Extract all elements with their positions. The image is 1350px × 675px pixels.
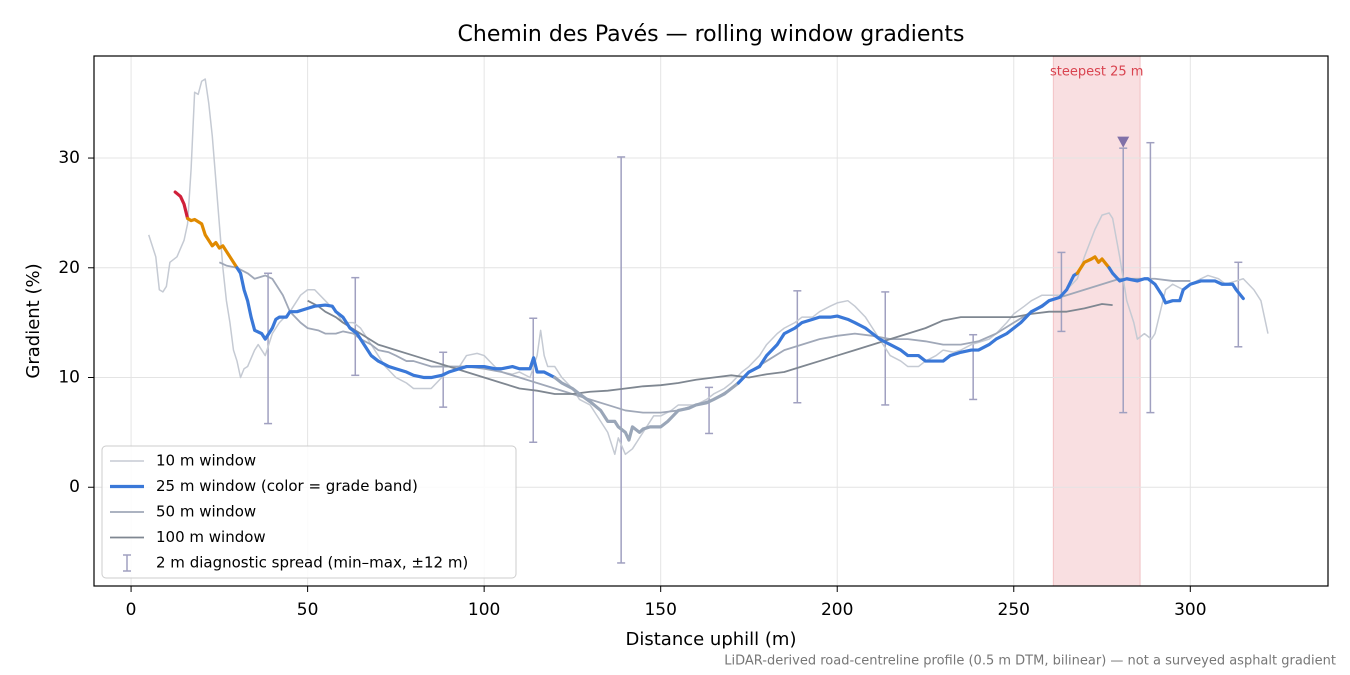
chart-title: Chemin des Pavés — rolling window gradie…: [458, 22, 965, 47]
series-line-segment: [1075, 255, 1111, 275]
legend-label: 25 m window (color = grade band): [156, 477, 418, 495]
legend-label: 2 m diagnostic spread (min–max, ±12 m): [156, 554, 468, 572]
error-bar: [1146, 141, 1155, 414]
series-line-segment: [185, 216, 239, 270]
x-tick-label: 200: [821, 600, 853, 620]
x-tick-label: 250: [998, 600, 1030, 620]
series-line-segment: [173, 190, 190, 221]
legend-label: 50 m window: [156, 503, 256, 521]
y-axis-label: Gradient (%): [23, 263, 44, 378]
series-line-segment: [553, 375, 740, 442]
y-tick-label: 10: [58, 368, 80, 388]
series-line: [307, 299, 1113, 395]
legend-label: 10 m window: [156, 452, 256, 470]
plot-frame: [93, 55, 1329, 587]
highlight-label: steepest 25 m: [1050, 65, 1143, 80]
x-tick-label: 300: [1174, 600, 1206, 620]
error-bar: [617, 156, 626, 564]
error-bar: [439, 351, 448, 408]
marker: [1117, 136, 1130, 148]
error-bar: [969, 333, 978, 401]
legend-label: 100 m window: [156, 528, 266, 546]
series-line-segment: [235, 266, 557, 380]
error-bar: [529, 317, 538, 444]
error-bar: [705, 386, 714, 435]
x-tick-label: 100: [468, 600, 500, 620]
y-tick-label: 20: [58, 258, 80, 278]
x-tick-label: 50: [297, 600, 319, 620]
footnote: LiDAR-derived road-centreline profile (0…: [724, 654, 1336, 669]
series-line: [218, 261, 1191, 414]
x-axis-label: Distance uphill (m): [626, 629, 797, 650]
error-bar: [1234, 261, 1243, 348]
x-tick-label: 150: [644, 600, 676, 620]
series-line-segment: [736, 271, 1079, 385]
series-line-segment: [1107, 266, 1245, 305]
error-bar: [1057, 251, 1066, 333]
error-bar: [351, 276, 360, 377]
x-tick-label: 0: [126, 600, 137, 620]
y-tick-label: 0: [69, 477, 80, 497]
legend-box: [101, 445, 517, 579]
highlight-region: [1052, 55, 1141, 587]
y-tick-label: 30: [58, 148, 80, 168]
legend-swatch: [123, 554, 131, 572]
